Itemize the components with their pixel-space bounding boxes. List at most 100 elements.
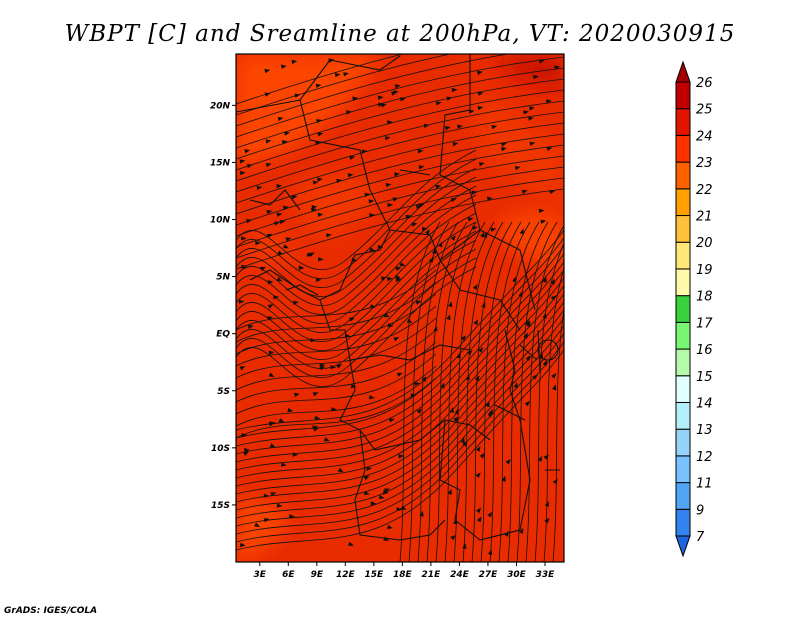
streamline-arrow — [334, 72, 341, 78]
colorbar-swatch — [675, 375, 691, 403]
streamline-arrow — [417, 149, 424, 154]
streamline-arrow — [480, 231, 485, 238]
streamline-arrow — [471, 190, 478, 195]
streamline-arrow — [384, 136, 391, 141]
streamline-arrow — [501, 146, 507, 152]
streamline-arrow — [243, 451, 249, 456]
streamline-arrow — [369, 247, 376, 252]
streamline-arrow — [256, 185, 263, 191]
streamline-arrow — [501, 475, 506, 482]
streamline-arrow — [543, 454, 550, 460]
streamline-arrow — [267, 316, 274, 321]
streamline-arrow — [270, 492, 277, 497]
y-tick-label: 5N — [216, 273, 230, 283]
streamline-arrow — [254, 522, 261, 527]
streamline-arrow — [526, 321, 531, 328]
streamline-arrow — [387, 202, 394, 208]
x-tick-label: 24E — [450, 570, 470, 580]
streamline-arrow — [294, 392, 300, 398]
streamline-arrow — [292, 452, 299, 457]
streamline-arrow — [264, 92, 271, 97]
colorbar-min-extension — [675, 535, 691, 558]
streamline-arrow — [291, 195, 298, 200]
streamline-arrow — [395, 277, 402, 282]
colorbar-swatch — [675, 508, 691, 537]
colorbar-swatch — [675, 295, 691, 323]
x-tick-label: 18E — [393, 570, 413, 580]
x-tick-label: 9E — [311, 570, 324, 580]
streamline-arrow — [514, 166, 521, 171]
streamline-arrow — [481, 302, 486, 309]
streamline-arrow — [317, 212, 324, 218]
streamline-arrow — [383, 488, 390, 493]
streamline-arrow — [435, 184, 442, 189]
y-axis: 20N 15N 10N 5N EQ 5S 10S 15S — [210, 101, 236, 511]
streamline-arrow — [283, 244, 289, 249]
streamline-arrow — [546, 146, 553, 151]
streamline-arrow — [424, 229, 430, 235]
streamline-arrow — [477, 70, 483, 76]
streamline-arrow — [411, 222, 418, 227]
colorbar-swatch — [675, 401, 691, 430]
streamline-arrow — [438, 241, 443, 248]
streamline-arrow — [550, 278, 555, 285]
streamline-arrow — [244, 149, 251, 154]
colorbar-swatch — [675, 161, 691, 190]
colorbar-swatch — [675, 108, 691, 136]
colorbar-label: 15 — [696, 370, 713, 385]
streamline-arrow — [267, 280, 274, 285]
colorbar-label: 17 — [696, 316, 713, 331]
streamline-arrow — [316, 118, 322, 124]
streamline-arrow — [336, 364, 343, 369]
streamline-arrow — [456, 352, 461, 359]
streamline-arrow — [264, 68, 271, 74]
x-axis: 3E 6E 9E 12E 15E 18E 21E 24E 27E 30E 33E — [254, 562, 555, 580]
streamline-arrow — [368, 199, 375, 204]
streamline-arrow — [380, 276, 387, 281]
streamline-arrow — [385, 182, 392, 188]
streamline-arrow — [478, 162, 485, 167]
colorbar-label: 9 — [696, 503, 704, 518]
streamline-arrow — [468, 109, 475, 114]
streamline-arrow — [308, 252, 315, 257]
streamline-arrow — [312, 180, 319, 185]
colorbar-label: 18 — [696, 290, 713, 305]
streamline-arrow — [318, 257, 324, 262]
x-tick-label: 27E — [479, 570, 499, 580]
streamline-arrow — [315, 83, 322, 89]
streamline-arrow — [336, 178, 343, 184]
streamline-arrow — [349, 317, 355, 322]
streamline-arrow — [347, 173, 354, 178]
streamline-arrow — [523, 332, 529, 339]
streamline-arrow — [269, 421, 276, 426]
streamline-arrow — [266, 233, 273, 239]
streamline-arrow — [343, 72, 349, 77]
streamline-arrow — [293, 300, 299, 305]
streamline-arrow — [276, 503, 283, 508]
colorbar-label: 12 — [696, 450, 713, 465]
streamline-arrow — [477, 91, 484, 96]
chart-title: WBPT [C] and Sreamline at 200hPa, VT: 20… — [65, 21, 736, 47]
streamline-arrow — [513, 382, 519, 388]
streamline-arrow — [447, 488, 452, 495]
streamline-arrow — [394, 84, 401, 89]
streamline-arrow — [241, 433, 248, 438]
streamline-arrow — [361, 149, 368, 154]
colorbar-max-extension — [675, 60, 691, 83]
streamline-arrow — [285, 237, 292, 242]
streamline-arrow — [477, 105, 484, 111]
streamline-arrow — [418, 165, 425, 170]
streamline-arrow — [241, 264, 247, 269]
streamline-arrow — [394, 172, 400, 177]
streamline-arrow — [529, 141, 536, 147]
streamline-arrow — [414, 381, 420, 387]
streamlines — [236, 54, 564, 562]
streamline-arrow — [416, 408, 422, 414]
streamline-arrow — [279, 219, 286, 225]
streamline-arrow — [348, 541, 354, 546]
streamline-arrow — [378, 102, 384, 107]
streamline-arrow — [280, 462, 287, 467]
streamline-arrow — [319, 366, 326, 371]
streamline-arrow — [247, 324, 254, 330]
